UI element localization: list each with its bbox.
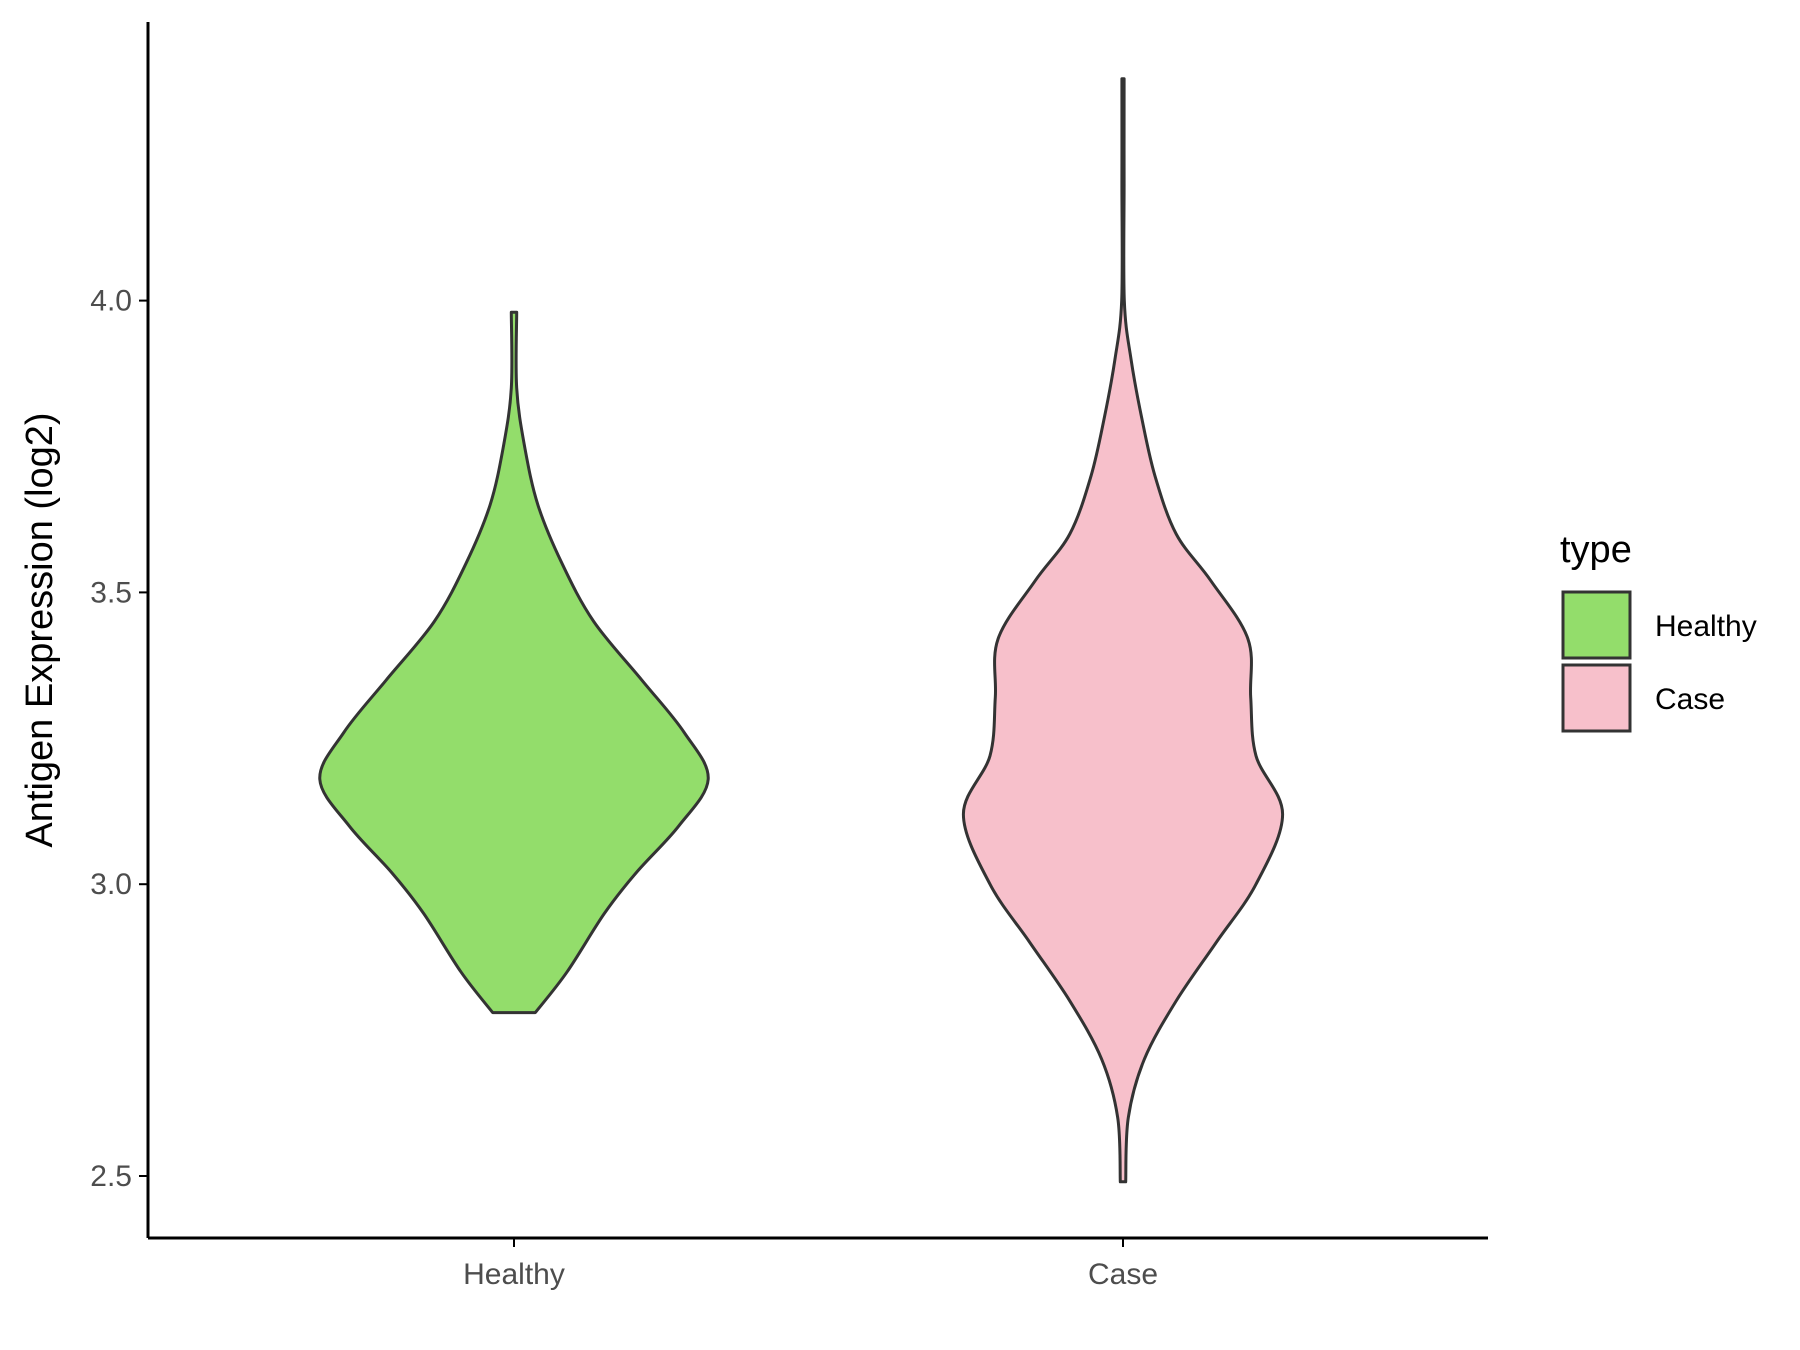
violin-case — [961, 77, 1285, 1184]
y-tick-label: 4.0 — [90, 285, 132, 318]
x-tick-label: Case — [1088, 1258, 1158, 1291]
axes-layer: 2.5 3.0 3.5 4.0 Healthy Case — [90, 22, 1488, 1291]
legend-title: type — [1560, 529, 1632, 571]
legend-swatch-case — [1561, 663, 1632, 733]
x-tick-label: Healthy — [463, 1258, 565, 1291]
legend-label-healthy: Healthy — [1655, 610, 1757, 643]
y-axis-title: Antigen Expression (log2) — [19, 412, 61, 847]
legend-label-case: Case — [1655, 683, 1725, 716]
y-ticks: 2.5 3.0 3.5 4.0 — [90, 285, 148, 1193]
legend-swatch-healthy — [1561, 590, 1632, 660]
legend: type Healthy Case — [1560, 529, 1757, 733]
y-tick-label: 3.5 — [90, 576, 132, 609]
y-tick-label: 3.0 — [90, 868, 132, 901]
y-tick-label: 2.5 — [90, 1160, 132, 1193]
legend-items: Healthy Case — [1561, 590, 1757, 733]
violin-layer — [318, 77, 1285, 1184]
x-ticks: Healthy Case — [463, 1238, 1158, 1291]
violin-healthy — [318, 310, 710, 1015]
